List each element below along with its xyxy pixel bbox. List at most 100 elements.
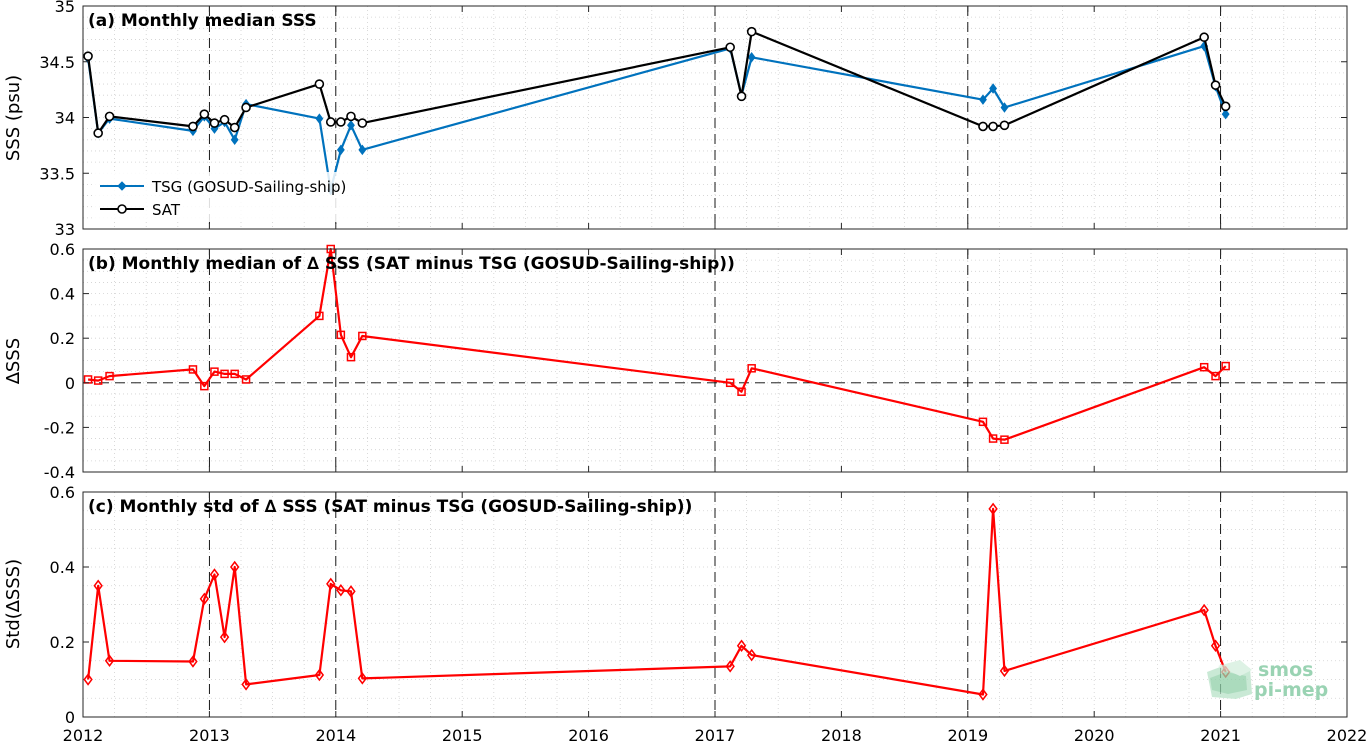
data-point <box>83 51 93 61</box>
panel-c-ylabel: Std(∆SSS) <box>3 559 24 649</box>
data-point <box>746 26 757 37</box>
data-point <box>357 118 368 128</box>
panel-a-ylabel: SSS (psu) <box>3 75 24 161</box>
data-point <box>336 144 345 156</box>
x-tick-label: 2012 <box>63 726 104 745</box>
data-point <box>336 584 346 597</box>
data-point <box>978 688 988 701</box>
smos-pimep-logo: smos pi-mep <box>1207 659 1328 701</box>
data-point <box>1199 362 1209 372</box>
data-point <box>83 673 93 686</box>
data-point <box>358 331 367 341</box>
panel-b-series <box>83 244 1230 444</box>
data-point <box>336 117 346 127</box>
data-point <box>736 91 747 102</box>
data-point <box>1210 639 1221 652</box>
y-tick-label: -0.2 <box>44 418 75 437</box>
y-tick-label: 35 <box>55 0 75 16</box>
data-point <box>200 381 209 391</box>
data-point <box>315 113 324 124</box>
data-point <box>747 52 756 63</box>
panel-b-border <box>82 248 1348 473</box>
x-tick-label: 2018 <box>821 726 862 745</box>
panel-b: -0.4 -0.2 0 0.2 0.4 0.6 (b) Monthly median of… <box>3 240 1348 482</box>
data-point <box>209 568 220 581</box>
legend-tsg-label: TSG (GOSUD-Sailing-ship) <box>151 178 346 196</box>
data-point <box>326 577 336 591</box>
data-point <box>1210 80 1221 90</box>
data-point <box>999 664 1010 678</box>
y-tick-label: 0.4 <box>50 285 75 304</box>
y-tick-label: 34 <box>55 109 75 128</box>
y-tick-label: 0.2 <box>50 633 75 652</box>
data-point <box>104 654 115 667</box>
legend-sat-marker <box>117 204 127 214</box>
legend-tsg-marker <box>117 181 127 191</box>
panel-c-year-lines <box>208 492 1222 717</box>
data-point <box>736 639 747 652</box>
y-tick-label: 33 <box>55 220 75 239</box>
legend: TSG (GOSUD-Sailing-ship) SAT <box>94 172 390 222</box>
data-point <box>229 560 240 574</box>
panel-b-ylabel: ∆SSS <box>3 338 24 385</box>
data-point <box>1199 32 1209 43</box>
data-point <box>241 678 251 691</box>
data-point <box>105 371 114 381</box>
data-point <box>978 121 988 132</box>
data-point <box>199 109 210 119</box>
panel-c-border <box>82 491 1348 718</box>
y-tick-label: 0 <box>65 708 75 727</box>
x-tick-label: 2016 <box>568 726 609 745</box>
x-tick-label: 2022 <box>1327 726 1367 745</box>
data-point <box>988 434 998 443</box>
legend-sat-label: SAT <box>152 201 181 219</box>
logo-icon <box>1207 660 1252 699</box>
legend-box <box>94 172 390 222</box>
data-point <box>219 114 230 125</box>
y-tick-label: 0.6 <box>50 240 75 259</box>
x-tick-labels: 2012 2013 2014 2015 2016 2017 2018 2019 2020 2021… <box>63 726 1367 745</box>
data-point <box>93 579 103 592</box>
data-point <box>1199 603 1209 617</box>
data-point <box>979 94 987 105</box>
panel-a-yticks: 33 33.5 34 34.5 35 <box>39 0 1347 239</box>
data-point <box>220 369 229 379</box>
data-point <box>346 585 356 598</box>
data-point <box>241 102 251 113</box>
x-tick-label: 2017 <box>695 726 736 745</box>
data-point <box>725 378 735 388</box>
data-point <box>747 364 756 373</box>
x-tick-label: 2021 <box>1200 726 1241 745</box>
data-point <box>978 417 988 427</box>
data-point <box>325 117 336 127</box>
data-point <box>188 655 198 668</box>
x-tick-label: 2020 <box>1074 726 1115 745</box>
panel-a-series <box>83 26 1231 196</box>
y-tick-label: -0.4 <box>44 463 75 482</box>
data-point <box>314 79 325 89</box>
data-point <box>336 330 346 340</box>
data-point <box>199 592 210 606</box>
y-tick-label: 34.5 <box>39 53 75 72</box>
data-point <box>725 42 735 53</box>
data-point <box>210 367 219 376</box>
data-point <box>988 121 998 132</box>
y-tick-label: 0.2 <box>50 329 75 348</box>
y-tick-label: 33.5 <box>39 164 75 183</box>
series-line-0 <box>87 507 1227 696</box>
data-point <box>1221 361 1230 371</box>
data-point <box>241 375 251 384</box>
panel-c-series <box>83 502 1231 701</box>
x-tick-label: 2014 <box>315 726 356 745</box>
data-point <box>93 376 103 385</box>
data-point <box>737 387 746 396</box>
data-point <box>1000 435 1009 444</box>
data-point <box>219 630 230 644</box>
panel-a-title: (a) Monthly median SSS <box>88 11 317 31</box>
y-tick-label: 0.6 <box>50 483 75 502</box>
data-point <box>357 672 368 685</box>
data-point <box>988 502 998 516</box>
panel-c-title: (c) Monthly std of ∆ SSS (SAT minus TSG … <box>88 497 692 517</box>
panel-b-title: (b) Monthly median of ∆ SSS (SAT minus T… <box>88 254 735 274</box>
